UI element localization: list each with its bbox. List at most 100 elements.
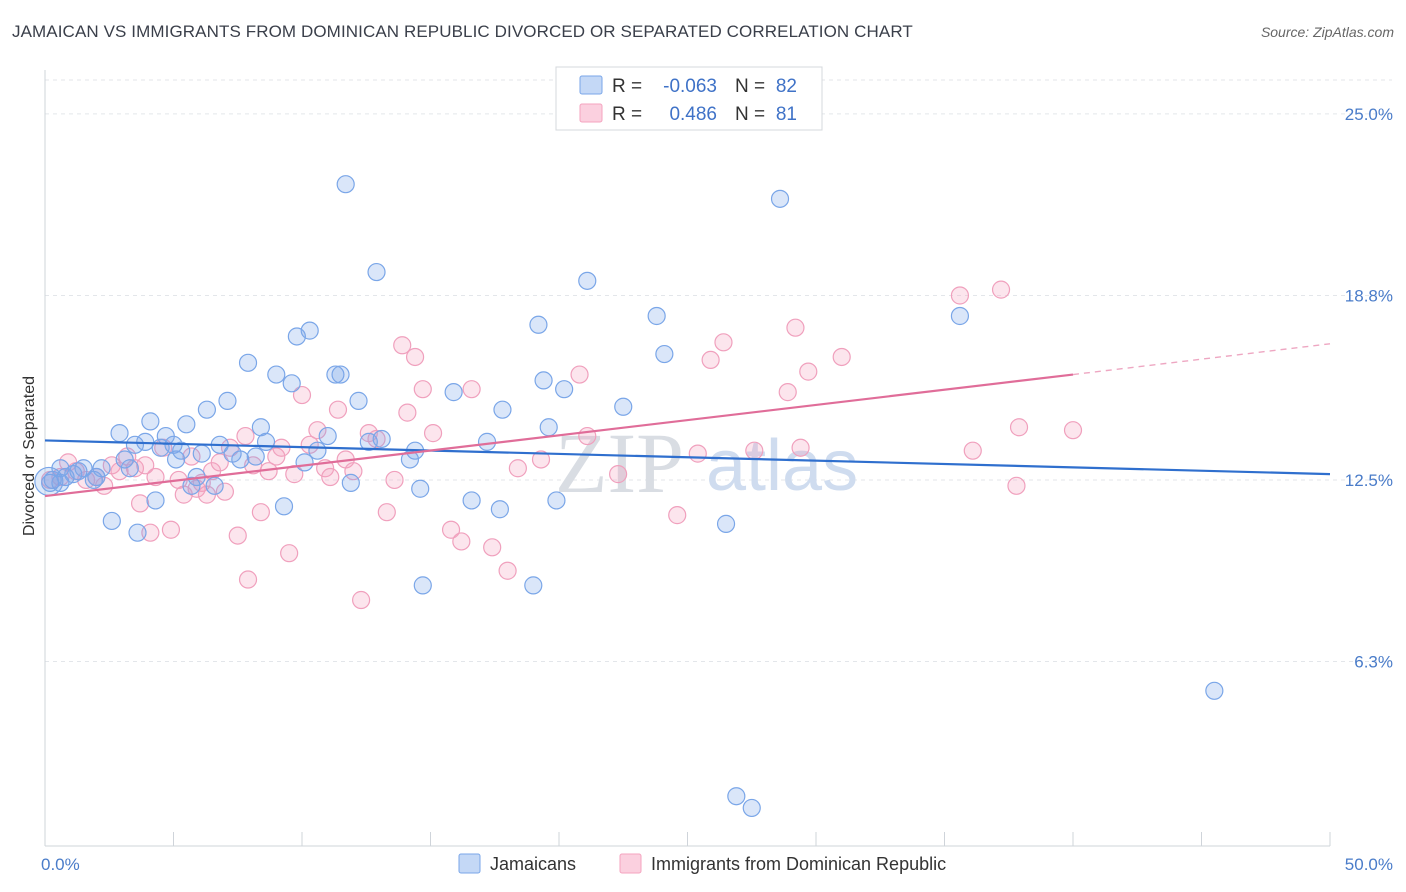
dominican-point-63 <box>578 426 597 446</box>
jamaicans-point-7 <box>74 459 93 478</box>
y-tick-label-1: 12.5% <box>1345 471 1393 490</box>
dominican-point-68 <box>714 333 733 352</box>
dominican-point-80 <box>1063 421 1083 440</box>
jamaicans-point-44 <box>300 321 319 340</box>
dominican-point-49 <box>385 470 404 490</box>
dominican-point-77 <box>991 280 1011 299</box>
dominican-point-31 <box>251 503 270 522</box>
jamaicans-point-34 <box>231 450 250 469</box>
jamaicans-point-62 <box>490 500 509 519</box>
jamaicans-point-79 <box>1205 681 1224 700</box>
jamaicans-point-47 <box>326 365 345 384</box>
jamaicans-point-13 <box>115 450 134 469</box>
trend-line-dominican <box>44 373 1074 498</box>
jamaicans-point-54 <box>372 429 391 449</box>
jamaicans-point-32 <box>218 391 237 410</box>
dominican-point-44 <box>344 462 363 481</box>
jamaicans-point-70 <box>578 271 597 290</box>
dominican-point-39 <box>308 421 327 440</box>
jamaicans-point-16 <box>128 523 147 542</box>
dominican-point-67 <box>701 350 720 370</box>
dominican-point-51 <box>398 403 417 422</box>
jamaicans-point-53 <box>367 262 386 282</box>
dominican-point-70 <box>778 383 797 402</box>
legend-swatch-jamaicans <box>458 853 481 874</box>
watermark-atlas: atlas <box>706 426 858 506</box>
stats-r-value-pink: 0.486 <box>669 104 717 125</box>
dominican-point-75 <box>950 286 970 305</box>
stats-swatch-pink <box>579 103 603 123</box>
jamaicans-point-9 <box>87 467 106 487</box>
dominican-point-37 <box>292 385 312 405</box>
dominican-point-55 <box>441 520 461 539</box>
dominican-point-35 <box>280 544 299 563</box>
jamaicans-point-41 <box>282 374 301 393</box>
stats-n-label-pink: N = <box>735 104 765 125</box>
jamaicans-point-39 <box>267 365 286 384</box>
jamaicans-point-65 <box>524 576 543 595</box>
chart-title: JAMAICAN VS IMMIGRANTS FROM DOMINICAN RE… <box>12 22 913 41</box>
jamaicans-point-5 <box>64 465 83 484</box>
jamaicans-point-57 <box>411 479 430 498</box>
jamaicans-point-38 <box>256 432 276 451</box>
jamaicans-point-12 <box>110 424 129 443</box>
dominican-point-69 <box>745 441 764 460</box>
watermark: ZIP atlas <box>555 415 858 511</box>
source-label: Source: ZipAtlas.com <box>1260 24 1394 40</box>
jamaicans-point-23 <box>166 450 186 469</box>
dominican-point-65 <box>668 506 687 525</box>
dominican-point-14 <box>146 467 165 487</box>
stats-r-label-blue: R = <box>612 76 642 97</box>
y-axis-label: Divorced or Separated <box>21 376 38 536</box>
jamaicans-point-75 <box>727 787 746 806</box>
jamaicans-point-11 <box>102 511 121 531</box>
x-ticks <box>44 832 1331 846</box>
jamaicans-point-60 <box>462 491 481 510</box>
x-tick-label-1: 50.0% <box>1345 855 1393 874</box>
trend-line-jamaicans <box>44 439 1331 476</box>
jamaicans-point-48 <box>331 365 350 384</box>
jamaicans-point-18 <box>141 412 160 431</box>
y-tick-label-0: 6.3% <box>1354 653 1393 672</box>
dominican-point-60 <box>508 459 527 478</box>
jamaicans-point-36 <box>246 447 265 466</box>
jamaicans-point-29 <box>197 400 217 419</box>
jamaicans-point-64 <box>529 315 548 334</box>
jamaicans-point-15 <box>125 435 145 454</box>
dominican-point-50 <box>393 336 412 355</box>
stats-n-value-blue: 82 <box>776 76 797 97</box>
jamaicans-point-49 <box>336 175 355 194</box>
dominican-point-78 <box>1007 476 1026 495</box>
dominican-point-11 <box>130 494 150 513</box>
jamaicans-point-76 <box>742 798 761 818</box>
legend-label-jamaicans: Jamaicans <box>490 854 576 874</box>
stats-n-label-blue: N = <box>735 76 765 97</box>
dominican-point-41 <box>321 467 340 487</box>
dominican-point-66 <box>688 444 707 463</box>
jamaicans-point-51 <box>349 391 368 410</box>
dominican-point-52 <box>405 347 425 367</box>
jamaicans-point-6 <box>69 462 88 481</box>
dominican-point-27 <box>228 526 247 545</box>
stats-box: R = -0.063 N = 82 R = 0.486 N = 81 <box>555 66 823 131</box>
jamaicans-point-28 <box>192 444 211 463</box>
legend-label-dominican: Immigrants from Dominican Republic <box>651 854 946 874</box>
jamaicans-point-19 <box>146 491 165 510</box>
jamaicans-point-74 <box>716 514 736 533</box>
dominican-point-64 <box>609 465 628 484</box>
stats-swatch-blue <box>579 75 603 95</box>
dominican-point-53 <box>413 380 432 399</box>
series-jamaicans-points <box>34 175 1224 818</box>
dominican-point-28 <box>236 426 255 446</box>
jamaicans-point-71 <box>614 397 633 416</box>
y-tick-labels: 6.3% 12.5% 18.8% 25.0% <box>1345 105 1393 672</box>
dominican-point-8 <box>110 462 129 481</box>
dominican-point-58 <box>483 538 502 557</box>
jamaicans-point-67 <box>539 418 558 437</box>
dominican-point-33 <box>267 447 286 466</box>
jamaicans-point-26 <box>182 476 201 495</box>
dominican-point-19 <box>182 447 201 466</box>
dominican-point-62 <box>570 365 589 384</box>
jamaicans-cluster-point <box>34 466 64 497</box>
